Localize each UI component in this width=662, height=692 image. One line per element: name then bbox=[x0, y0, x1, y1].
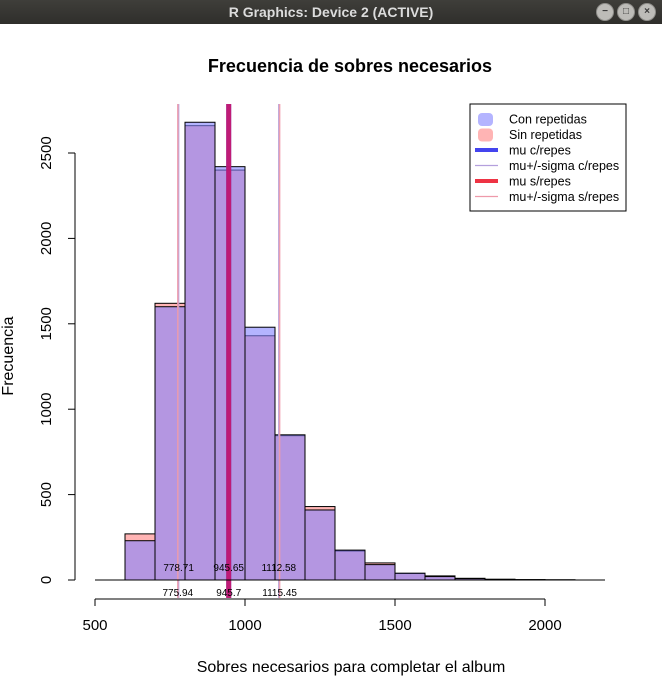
con-repetidas-bar-7 bbox=[304, 509, 336, 581]
y-tick-label-4: 2000 bbox=[38, 222, 55, 255]
y-tick-label-2: 1000 bbox=[38, 393, 55, 426]
legend-label-5: mu+/-sigma s/repes bbox=[509, 190, 619, 204]
x-tick-label-2: 1500 bbox=[378, 617, 411, 634]
maximize-icon[interactable]: □ bbox=[617, 3, 635, 21]
x-axis-label: Sobres necesarios para completar el albu… bbox=[197, 659, 506, 676]
histogram-chart: Frecuencia de sobres necesarios Sobres n… bbox=[0, 56, 627, 676]
x-tick-label-0: 500 bbox=[82, 617, 107, 634]
x-tick-label-3: 2000 bbox=[528, 617, 561, 634]
con-repetidas-bar-1 bbox=[124, 540, 156, 581]
window-title: R Graphics: Device 2 (ACTIVE) bbox=[228, 4, 434, 20]
con-repetidas-bar-10 bbox=[394, 572, 426, 581]
legend-label-3: mu+/-sigma c/repes bbox=[509, 159, 619, 173]
mean-sigma-lines bbox=[177, 104, 281, 598]
annotation-row1-0: 778.71 bbox=[163, 563, 194, 574]
annotation-row1-2: 1112.58 bbox=[261, 563, 296, 574]
con-repetidas-bar-5 bbox=[244, 326, 276, 581]
con-repetidas-bar-8 bbox=[334, 549, 366, 581]
con-repetidas-bar-2 bbox=[154, 306, 186, 581]
annotation-row1-1: 945.65 bbox=[213, 563, 244, 574]
legend-label-2: mu c/repes bbox=[509, 144, 571, 158]
annotation-row2-1: 945.7 bbox=[216, 588, 241, 599]
close-icon[interactable]: × bbox=[638, 3, 656, 21]
legend-label-0: Con repetidas bbox=[509, 113, 587, 127]
y-tick-label-3: 1500 bbox=[38, 307, 55, 340]
x-tick-label-1: 1000 bbox=[228, 617, 261, 634]
window-titlebar[interactable]: R Graphics: Device 2 (ACTIVE) − □ × bbox=[0, 0, 662, 24]
legend-swatch-1 bbox=[478, 128, 493, 142]
minimize-icon[interactable]: − bbox=[596, 3, 614, 21]
y-axis-label: Frecuencia bbox=[0, 316, 17, 395]
legend-swatch-0 bbox=[478, 113, 493, 126]
con-repetidas-bar-3 bbox=[184, 121, 216, 581]
annotation-row2-0: 775.94 bbox=[162, 588, 193, 599]
annotation-row2-2: 1115.45 bbox=[262, 588, 297, 599]
window-controls: − □ × bbox=[596, 3, 656, 21]
legend-label-4: mu s/repes bbox=[509, 175, 571, 189]
y-tick-label-5: 2500 bbox=[38, 136, 55, 169]
x-axis: 500 1000 1500 2000 bbox=[82, 598, 562, 634]
value-annotations: 778.71 945.65 1112.58 775.94 945.7 1115.45 bbox=[162, 563, 297, 599]
legend-label-1: Sin repetidas bbox=[509, 128, 582, 142]
chart-title: Frecuencia de sobres necesarios bbox=[208, 56, 492, 76]
con-repetidas-bar-9 bbox=[364, 564, 396, 581]
y-axis: 0 500 1000 1500 2000 2500 bbox=[38, 136, 605, 584]
y-tick-label-0: 0 bbox=[38, 576, 55, 584]
legend-box bbox=[469, 103, 627, 212]
con-repetidas-bar-11 bbox=[424, 576, 456, 581]
y-tick-label-1: 500 bbox=[38, 482, 55, 507]
